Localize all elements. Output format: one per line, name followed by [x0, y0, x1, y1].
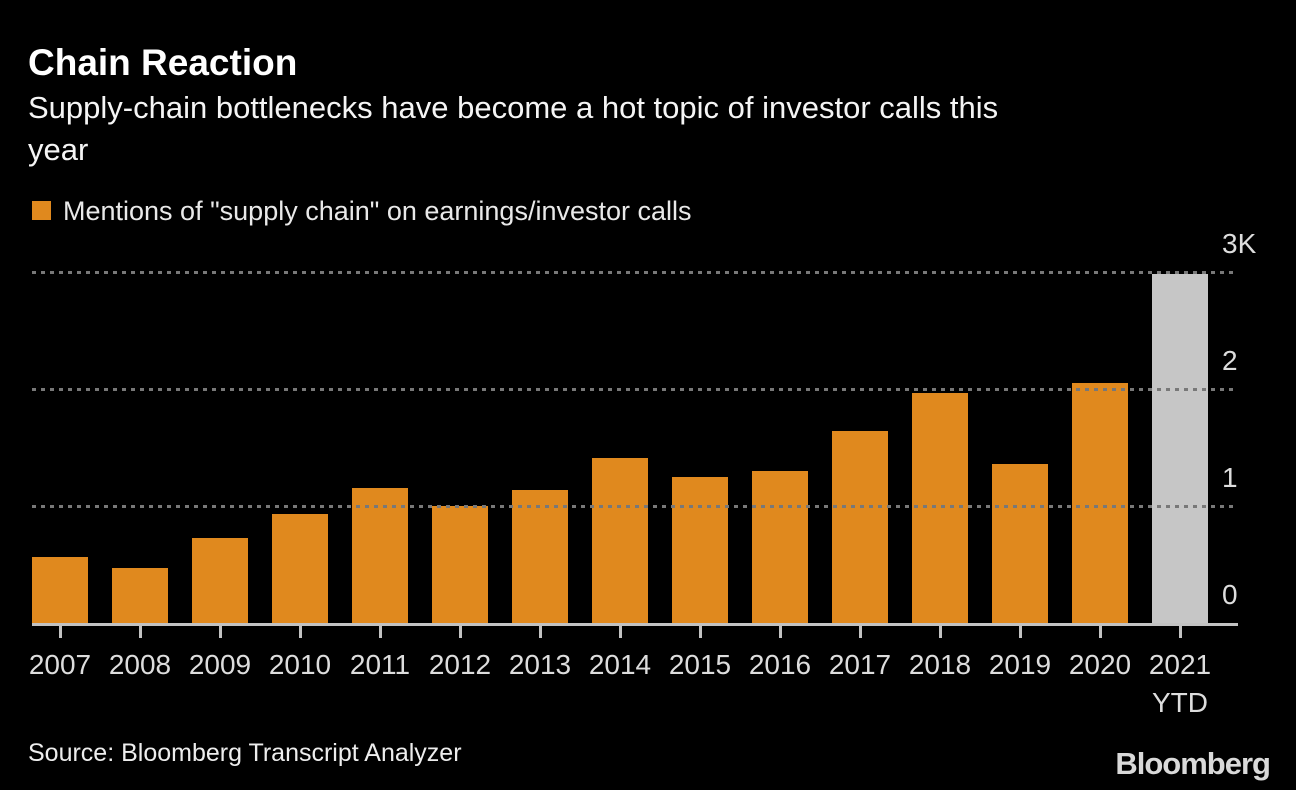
y-tick-label: 3K [1222, 228, 1257, 259]
bloomberg-logo: Bloomberg [1115, 746, 1271, 781]
x-tick-label: 2014 [588, 649, 652, 680]
chart-subtitle-line-1: Supply-chain bottlenecks have become a h… [28, 90, 999, 125]
bar [832, 431, 888, 623]
bar [352, 488, 408, 623]
bar [192, 537, 248, 623]
x-tick [298, 625, 302, 638]
gridline [32, 505, 1238, 508]
x-tick [218, 625, 222, 638]
x-tick-label: 2015 [668, 649, 732, 680]
x-tick [1018, 625, 1022, 638]
x-tick [1098, 625, 1102, 638]
y-tick-label: 1 [1222, 462, 1238, 493]
bar [32, 557, 88, 623]
x-tick-label: 2019 [988, 649, 1052, 680]
y-tick-label: 2 [1222, 345, 1238, 376]
chart-title: Chain Reaction [28, 42, 298, 83]
x-tick-label: 2017 [828, 649, 892, 680]
x-tick [58, 625, 62, 638]
bar [752, 470, 808, 623]
bar [592, 458, 648, 623]
x-tick-label: 2021 YTD [1135, 650, 1225, 718]
bar [992, 463, 1048, 623]
bar [1072, 383, 1128, 623]
legend-swatch-icon [32, 201, 51, 220]
x-tick-label: 2016 [748, 649, 812, 680]
bar [432, 506, 488, 623]
x-tick [378, 625, 382, 638]
x-tick-label: 2010 [268, 649, 332, 680]
legend: Mentions of "supply chain" on earnings/i… [32, 196, 692, 227]
source-note: Source: Bloomberg Transcript Analyzer [28, 739, 462, 767]
bar [1152, 274, 1208, 623]
x-axis-line [32, 623, 1238, 626]
x-tick-label: 2007 [28, 649, 92, 680]
x-tick [458, 625, 462, 638]
bar [112, 568, 168, 623]
x-tick [538, 625, 542, 638]
x-tick-label: 2013 [508, 649, 572, 680]
x-tick-label: 2009 [188, 649, 252, 680]
x-tick [938, 625, 942, 638]
legend-label: Mentions of "supply chain" on earnings/i… [63, 196, 692, 226]
bar [272, 514, 328, 623]
bar [512, 489, 568, 623]
x-tick [778, 625, 782, 638]
x-tick-sublabel: YTD [1152, 687, 1208, 718]
x-tick-label: 2012 [428, 649, 492, 680]
x-tick [138, 625, 142, 638]
x-tick [858, 625, 862, 638]
chart-subtitle-line-2: year [28, 132, 89, 167]
x-tick [618, 625, 622, 638]
x-tick-label: 2018 [908, 649, 972, 680]
chart-subtitle: Supply-chain bottlenecks have become a h… [28, 87, 998, 171]
y-tick-label: 0 [1222, 579, 1238, 610]
x-tick [1178, 625, 1182, 638]
x-tick-label: 2008 [108, 649, 172, 680]
x-tick-label: 2020 [1068, 649, 1132, 680]
gridline [32, 271, 1238, 274]
bar [672, 476, 728, 623]
x-tick-label: 2011 [349, 649, 411, 680]
x-tick [698, 625, 702, 638]
gridline [32, 388, 1238, 391]
